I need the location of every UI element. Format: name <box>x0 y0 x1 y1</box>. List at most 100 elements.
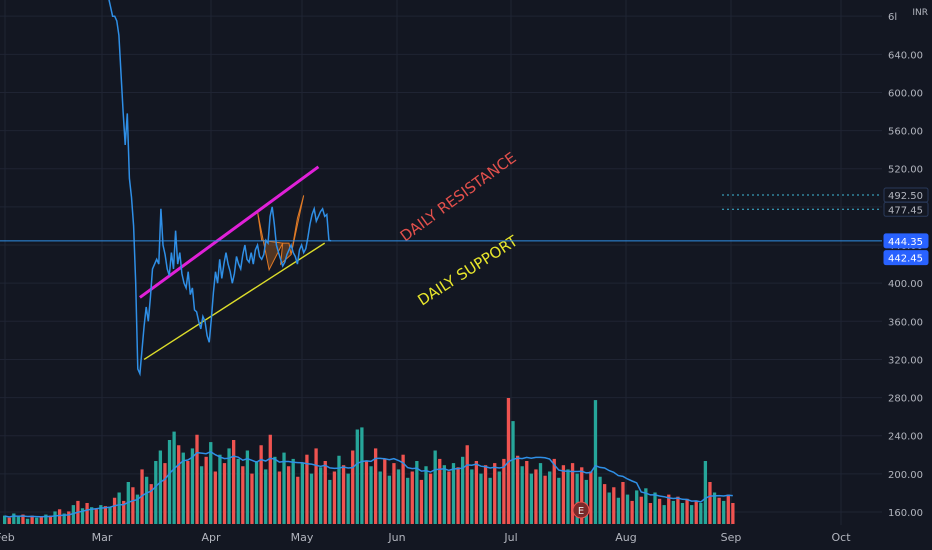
price-tick-label: 200.00 <box>888 470 923 481</box>
volume-bar <box>236 458 240 524</box>
volume-bar <box>548 471 552 524</box>
time-tick-label: Aug <box>615 531 636 544</box>
time-tick-label: May <box>291 531 314 544</box>
volume-bar <box>7 517 11 524</box>
time-tick-label: Feb <box>0 531 15 544</box>
volume-bar <box>341 465 346 524</box>
volume-bar <box>657 498 662 524</box>
volume-bar <box>580 467 584 524</box>
volume-bar <box>286 466 291 524</box>
volume-bar <box>309 473 314 524</box>
volume-bar <box>493 463 497 524</box>
volume-bar <box>181 452 185 524</box>
volume-bar <box>671 500 675 524</box>
volume-bar <box>35 517 39 524</box>
volume-bar <box>589 471 593 524</box>
volume-bar <box>726 494 730 524</box>
volume-bar <box>515 455 520 524</box>
time-tick-label: Jul <box>503 531 517 544</box>
volume-bar <box>364 461 369 524</box>
volume-bar <box>186 461 190 524</box>
volume-bar <box>447 471 451 524</box>
price-tick-label: 520.00 <box>888 165 923 176</box>
volume-bar <box>552 458 556 524</box>
volume-bar <box>584 479 588 524</box>
volume-bar <box>85 503 89 524</box>
volume-bar <box>625 494 630 524</box>
volume-bar <box>561 465 566 524</box>
daily-support-line[interactable] <box>143 242 326 361</box>
volume-bar <box>346 473 350 524</box>
volume-bar <box>392 463 396 524</box>
time-tick-label: Apr <box>201 531 221 544</box>
earnings-marker-circle <box>572 501 590 519</box>
volume-bar <box>630 500 634 524</box>
volume-bar <box>209 442 213 524</box>
volume-bar <box>218 454 222 524</box>
volume-bar <box>112 497 117 524</box>
volume-bars <box>3 398 735 524</box>
volume-bar <box>465 445 469 524</box>
volume-bar <box>690 505 694 524</box>
volume-bar <box>154 461 158 524</box>
volume-bar <box>30 515 34 524</box>
volume-bar <box>378 471 382 524</box>
volume-bar <box>360 427 364 524</box>
earnings-marker[interactable]: E <box>572 501 590 519</box>
volume-bar <box>62 513 66 524</box>
volume-bar <box>195 434 199 524</box>
volume-bar <box>717 497 721 524</box>
time-tick-label: Mar <box>92 531 113 544</box>
volume-bar <box>680 503 685 524</box>
volume-bar <box>712 492 717 524</box>
volume-bar <box>67 511 71 524</box>
volume-bar <box>94 509 98 524</box>
volume-bar <box>538 463 543 524</box>
daily-resistance-line[interactable] <box>139 165 320 299</box>
price-tick-label: 280.00 <box>888 394 923 405</box>
volume-bar <box>131 487 135 524</box>
volume-bar <box>575 473 579 524</box>
volume-bar <box>731 503 735 524</box>
volume-bar <box>328 479 332 524</box>
volume-bar <box>451 463 456 524</box>
volume-bar <box>355 429 359 524</box>
volume-bar <box>456 467 460 524</box>
volume-bar <box>461 456 465 524</box>
volume-bar <box>99 505 103 524</box>
volume-bar <box>57 509 62 524</box>
volume-bar <box>53 511 57 524</box>
volume-bar <box>250 473 254 524</box>
volume-bar <box>479 473 483 524</box>
volume-bar <box>419 479 424 524</box>
volume-bar <box>703 461 708 524</box>
volume-bar <box>213 471 217 524</box>
volume-bar <box>222 463 227 524</box>
time-axis[interactable]: Feb Mar Apr May Jun Jul Aug Sep Oct <box>0 531 851 544</box>
volume-bar <box>232 440 236 524</box>
volume-bar <box>177 445 181 524</box>
volume-bar <box>351 450 355 524</box>
volume-bar <box>639 496 643 524</box>
volume-bar <box>241 466 245 524</box>
volume-bar <box>245 450 250 524</box>
volume-bar <box>662 505 666 524</box>
volume-bar <box>428 473 433 524</box>
price-tag-label: 492.50 <box>888 191 923 202</box>
volume-bar <box>314 448 318 524</box>
price-tick-label: 560.00 <box>888 127 923 138</box>
price-tick-label: 640.00 <box>888 50 923 61</box>
volume-bar <box>21 514 25 524</box>
time-tick-label: Oct <box>831 531 851 544</box>
price-tick-label: 600.00 <box>888 88 923 99</box>
volume-bar <box>227 448 231 524</box>
earnings-marker-label: E <box>578 506 584 517</box>
volume-bar <box>676 496 680 524</box>
volume-bar <box>534 469 538 524</box>
price-tag <box>883 201 929 217</box>
volume-bar <box>511 421 515 524</box>
price-axis-background <box>882 0 932 550</box>
volume-bar <box>644 488 648 524</box>
time-tick-label: Sep <box>721 531 742 544</box>
